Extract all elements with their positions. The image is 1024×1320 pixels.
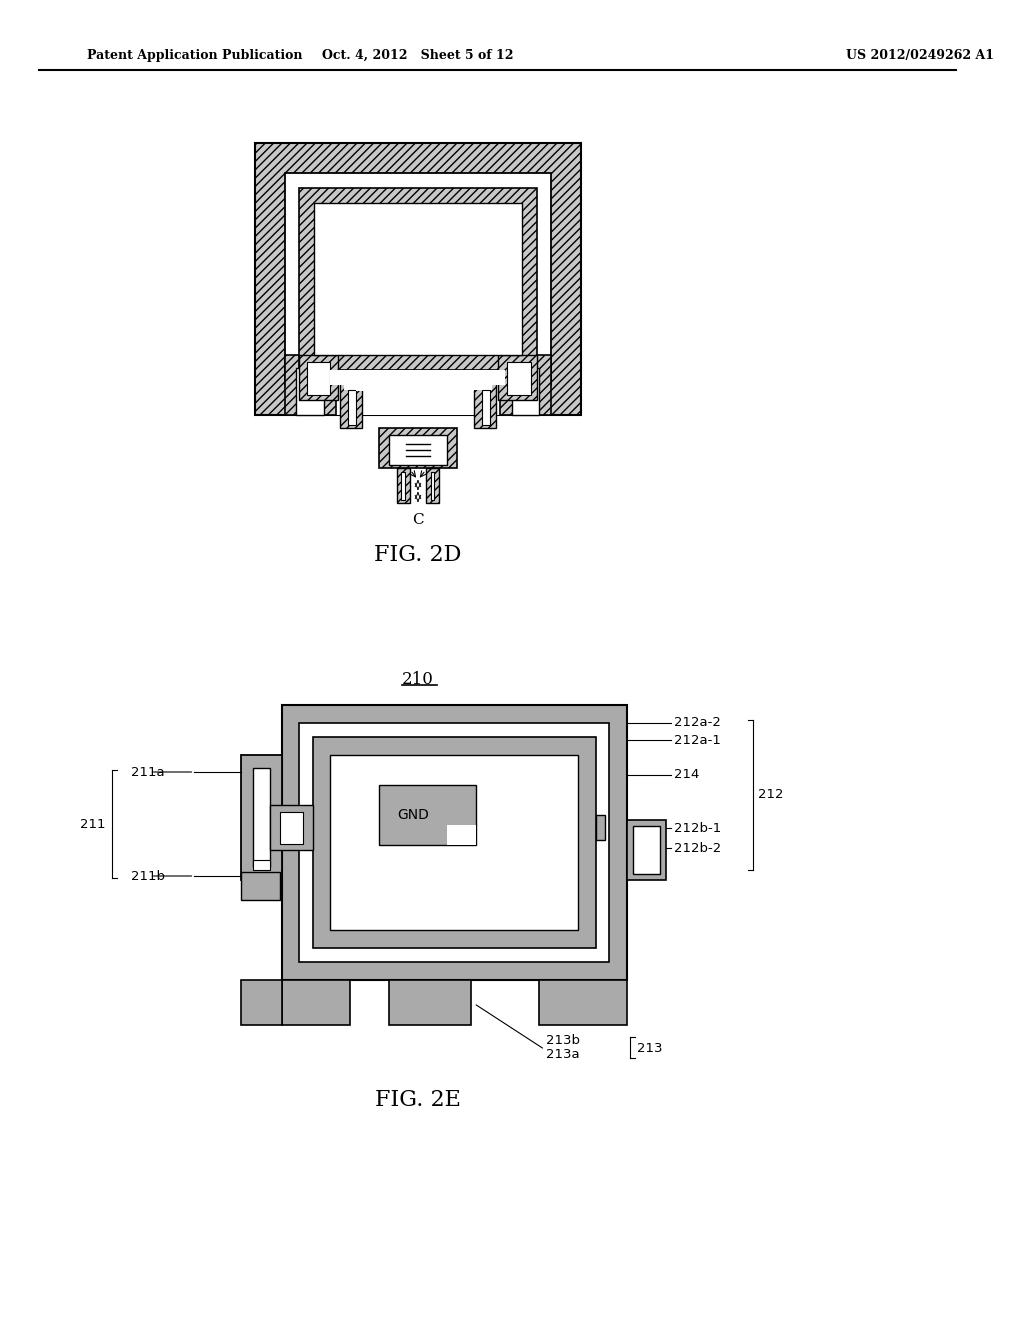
Bar: [282, 705, 627, 979]
Bar: [282, 979, 350, 1026]
Text: 212b-1: 212b-1: [674, 821, 721, 834]
Text: US 2012/0249262 A1: US 2012/0249262 A1: [846, 49, 993, 62]
Bar: [508, 362, 530, 395]
Bar: [540, 979, 627, 1026]
Text: 211a: 211a: [131, 766, 165, 779]
Text: 212: 212: [758, 788, 783, 801]
Bar: [241, 873, 280, 900]
Bar: [355, 383, 474, 391]
Bar: [253, 768, 270, 867]
Bar: [474, 383, 496, 428]
Text: C: C: [412, 513, 424, 527]
Bar: [253, 861, 270, 870]
Text: 213a: 213a: [546, 1048, 580, 1061]
Text: 212a-2: 212a-2: [674, 717, 721, 730]
Bar: [297, 368, 324, 414]
Text: 210: 210: [402, 672, 434, 689]
Bar: [340, 383, 361, 428]
Bar: [313, 737, 596, 948]
Bar: [389, 436, 447, 465]
Bar: [241, 979, 282, 1026]
Bar: [596, 814, 604, 840]
Bar: [307, 362, 331, 395]
Bar: [500, 355, 551, 414]
Bar: [270, 805, 313, 850]
Text: GND: GND: [397, 808, 429, 822]
Bar: [426, 469, 439, 503]
Bar: [255, 143, 582, 414]
Bar: [336, 385, 500, 414]
Text: 211b: 211b: [131, 870, 165, 883]
Text: 211: 211: [80, 817, 105, 830]
Text: 213b: 213b: [546, 1034, 581, 1047]
Bar: [447, 825, 476, 845]
Bar: [633, 826, 660, 874]
Text: 212a-1: 212a-1: [674, 734, 721, 747]
Bar: [241, 755, 282, 880]
Bar: [431, 473, 434, 500]
Bar: [389, 979, 471, 1026]
Bar: [299, 187, 537, 370]
Bar: [331, 755, 579, 931]
Text: 214: 214: [674, 768, 699, 781]
Bar: [299, 723, 609, 962]
Bar: [512, 368, 540, 414]
Bar: [285, 355, 336, 414]
Bar: [314, 203, 522, 355]
Text: 212b-2: 212b-2: [674, 842, 721, 854]
Text: FIG. 2E: FIG. 2E: [375, 1089, 461, 1111]
Bar: [344, 370, 492, 389]
Bar: [379, 785, 476, 845]
Bar: [379, 428, 457, 469]
Bar: [498, 355, 537, 400]
Bar: [396, 469, 411, 503]
Bar: [299, 355, 338, 400]
Text: Oct. 4, 2012   Sheet 5 of 12: Oct. 4, 2012 Sheet 5 of 12: [323, 49, 514, 62]
Text: Patent Application Publication: Patent Application Publication: [87, 49, 303, 62]
Bar: [331, 370, 506, 385]
Text: 213: 213: [637, 1041, 663, 1055]
Bar: [348, 389, 355, 425]
Bar: [627, 820, 666, 880]
Bar: [280, 812, 303, 843]
Text: FIG. 2D: FIG. 2D: [375, 544, 462, 566]
Bar: [285, 173, 551, 385]
Bar: [482, 389, 489, 425]
Bar: [401, 473, 406, 500]
